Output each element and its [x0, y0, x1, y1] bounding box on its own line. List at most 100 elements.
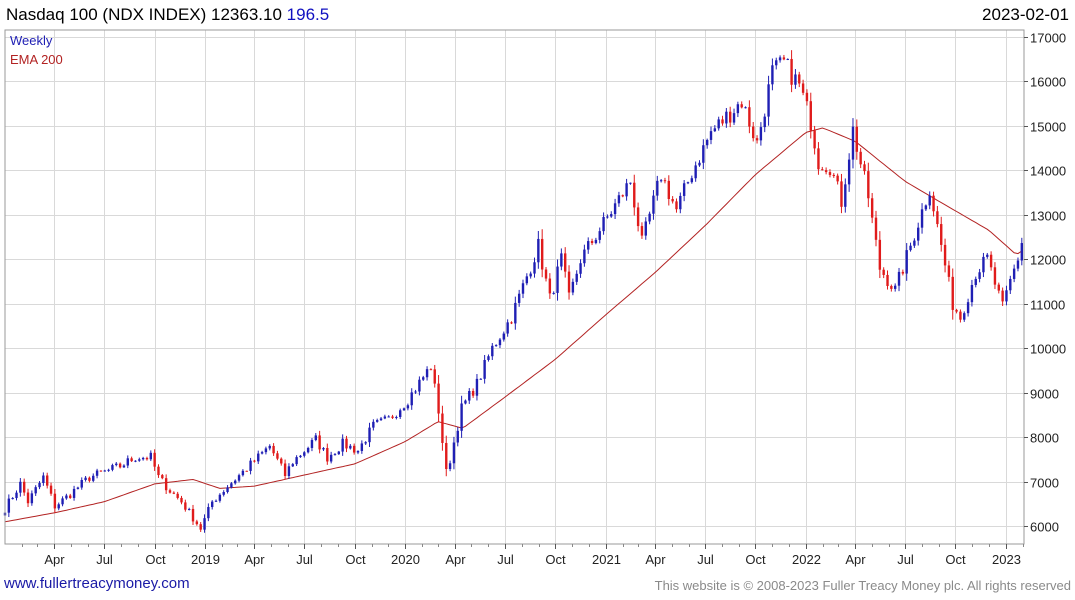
candle-down — [352, 445, 356, 453]
x-tick-label: Jul — [697, 552, 714, 567]
candle-down — [959, 311, 962, 320]
candle-up — [268, 445, 271, 449]
x-tick-label: Jul — [296, 552, 313, 567]
candle-up — [422, 377, 425, 380]
candle-down — [874, 217, 878, 240]
x-tick-label: Jul — [96, 552, 113, 567]
candle-up — [468, 391, 471, 401]
candle-up — [475, 378, 479, 396]
candle-down — [878, 239, 882, 270]
candle-down — [675, 201, 678, 210]
candle-down — [168, 490, 172, 493]
candle-up — [57, 504, 60, 509]
candle-up — [690, 178, 694, 183]
title-label: Nasdaq 100 (NDX INDEX) 12363.10 — [6, 5, 282, 24]
candle-up — [226, 487, 229, 493]
candle-up — [970, 284, 974, 303]
candle-up — [107, 469, 110, 471]
candle-down — [180, 497, 183, 503]
candle-up — [149, 452, 153, 460]
candle-down — [886, 274, 889, 286]
candle-up — [982, 256, 985, 273]
candle-up — [115, 463, 118, 466]
candle-up — [306, 447, 310, 453]
candle-down — [433, 369, 436, 384]
candle-down — [955, 309, 958, 312]
candle-up — [610, 214, 613, 217]
candle-up — [111, 465, 114, 470]
candle-up — [897, 271, 901, 286]
candle-down — [671, 199, 674, 202]
candle-down — [882, 269, 885, 275]
candle-up — [713, 128, 717, 132]
candle-up — [851, 126, 855, 160]
candle-up — [698, 162, 701, 166]
candle-up — [42, 475, 45, 483]
candle-up — [230, 483, 233, 488]
candle-up — [775, 60, 778, 66]
candle-down — [636, 207, 640, 227]
candle-up — [11, 498, 14, 500]
candle-up — [356, 450, 360, 453]
candle-up — [379, 418, 383, 421]
candle-down — [471, 391, 475, 396]
candle-up — [1020, 243, 1024, 261]
candle-down — [855, 126, 859, 152]
candle-up — [448, 463, 452, 470]
candle-down — [53, 493, 57, 509]
candle-up — [659, 180, 663, 182]
candle-down — [782, 57, 786, 60]
candle-up — [763, 116, 766, 128]
candle-up — [786, 58, 789, 60]
candle-up — [418, 379, 421, 392]
candle-down — [510, 322, 513, 324]
plot-frame — [4, 29, 1025, 545]
candle-up — [525, 276, 529, 284]
candle-down — [22, 481, 26, 493]
candle-up — [349, 445, 352, 449]
candle-down — [590, 241, 594, 244]
x-tick-label: Apr — [645, 552, 666, 567]
candle-up — [464, 400, 467, 404]
candle-up — [598, 231, 601, 240]
candle-down — [748, 107, 751, 127]
candle-down — [947, 265, 951, 277]
candle-down — [663, 180, 667, 182]
candle-down — [445, 442, 448, 470]
candle-up — [705, 139, 709, 146]
candle-up — [234, 480, 237, 484]
candle-up — [207, 507, 210, 519]
candle-up — [709, 131, 713, 140]
candle-down — [863, 164, 866, 172]
candle-up — [38, 482, 41, 488]
candle-down — [943, 244, 947, 266]
candle-down — [99, 470, 103, 472]
candle-up — [303, 452, 306, 456]
y-tick-label: 11000 — [1030, 298, 1065, 313]
candle-up — [514, 302, 517, 324]
candle-down — [901, 271, 905, 274]
candle-up — [963, 313, 966, 320]
y-tick-label: 10000 — [1030, 342, 1066, 357]
candle-up — [19, 481, 22, 493]
candle-up — [483, 359, 486, 379]
candle-up — [629, 182, 632, 184]
candle-down — [801, 83, 805, 93]
website-link[interactable]: www.fullertreacymoney.com — [4, 575, 190, 592]
candle-down — [728, 111, 732, 123]
candle-down — [721, 119, 724, 124]
candle-up — [329, 454, 333, 462]
candle-down — [813, 130, 816, 149]
candle-up — [264, 448, 268, 453]
candle-up — [103, 470, 106, 472]
candle-up — [222, 492, 225, 495]
candle-down — [932, 195, 935, 212]
candle-down — [176, 493, 179, 498]
candle-up — [364, 442, 367, 444]
candle-down — [280, 458, 283, 464]
candle-up — [920, 209, 924, 228]
candle-down — [153, 452, 156, 467]
candle-up — [299, 455, 302, 458]
candle-up — [625, 183, 628, 197]
